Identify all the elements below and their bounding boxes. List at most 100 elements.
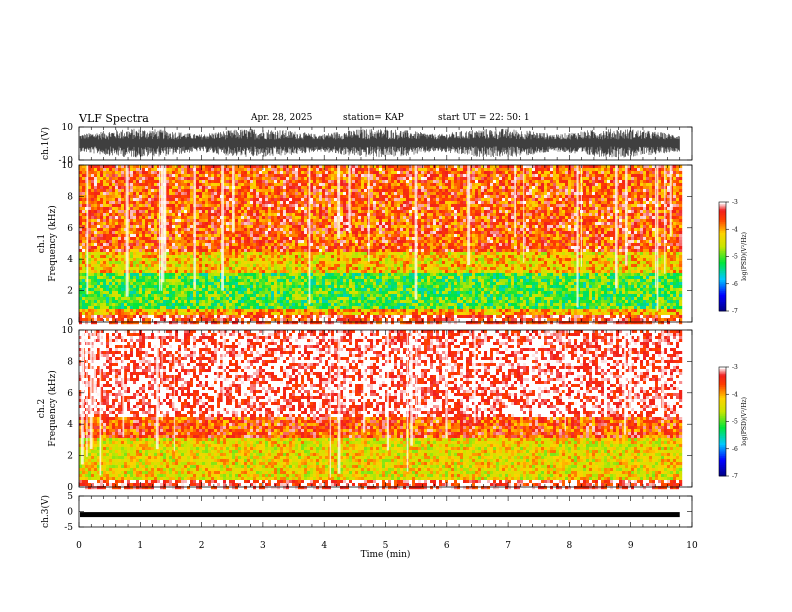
- ch1-spectrogram-cell: [454, 168, 458, 172]
- ch1-spectrogram-cell: [622, 165, 626, 169]
- ch1-spectrogram-cell: [265, 219, 269, 223]
- ch1-spectrogram-cell: [679, 234, 683, 238]
- ch1-spectrogram-cell: [559, 222, 563, 226]
- ch1-spectrogram-cell: [262, 195, 266, 199]
- ch1-spectrogram-cell: [205, 171, 209, 175]
- ch1-spectrogram-cell: [172, 222, 176, 226]
- ch1-spectrogram-cell: [397, 189, 401, 193]
- ch1-spectrogram-cell: [529, 228, 533, 232]
- ch1-spectrogram-cell: [550, 183, 554, 187]
- ch1-spectrogram-cell: [460, 177, 464, 181]
- ch1-spectrogram-cell: [667, 183, 671, 187]
- ch1-spectrogram-cell: [631, 189, 635, 193]
- ch1-spectrogram-cell: [484, 213, 488, 217]
- ch1-spectrogram-cell: [169, 204, 173, 208]
- ch1-spectrogram-cell: [370, 165, 374, 169]
- ch1-spectrogram-cell: [352, 186, 356, 190]
- ch1-spectrogram-cell: [676, 186, 680, 190]
- ch1-spectrogram-cell: [190, 228, 194, 232]
- ch1-spectrogram-cell: [289, 222, 293, 226]
- ch1-spectrogram-cell: [319, 234, 323, 238]
- ch1-spectrogram-cell: [103, 213, 107, 217]
- ch1-spectrogram-cell: [553, 234, 557, 238]
- ch1-spectrogram-cell: [340, 201, 344, 205]
- ch1-spectrogram-cell: [469, 225, 473, 229]
- ch1-spectrogram-cell: [223, 171, 227, 175]
- ch1-spectrogram-cell: [658, 216, 662, 220]
- ch1-spectrogram-cell: [325, 201, 329, 205]
- ch1-spectrogram-cell: [283, 186, 287, 190]
- ch1-spectrogram-cell: [154, 237, 158, 241]
- ch1-spectrogram-cell: [652, 201, 656, 205]
- ch1-spectrogram-cell: [481, 210, 485, 214]
- ch1-spectrogram-cell: [295, 183, 299, 187]
- ch1-spectrogram-cell: [322, 204, 326, 208]
- ch1-spectrogram-cell: [490, 174, 494, 178]
- ch1-spectrogram-cell: [136, 165, 140, 169]
- ch1-spectrogram-cell: [658, 174, 662, 178]
- ch1-spectrogram-cell: [250, 228, 254, 232]
- ch1-spectrogram-cell: [148, 213, 152, 217]
- ch1-spectrogram-cell: [274, 225, 278, 229]
- ch1-spectrogram-cell: [469, 207, 473, 211]
- ch1-spectrogram-cell: [640, 171, 644, 175]
- ch1-spectrogram-cell: [325, 225, 329, 229]
- ch1-spectrogram-cell: [205, 219, 209, 223]
- ch1-spectrogram-cell: [109, 198, 113, 202]
- ch1-spectrogram-cell: [136, 213, 140, 217]
- ch1-spectrogram-cell: [478, 225, 482, 229]
- ch1-spectrogram-cell: [589, 189, 593, 193]
- ch1-spectrogram-cell: [235, 237, 239, 241]
- ch1-spectrogram-cell: [655, 207, 659, 211]
- ch1-spectrogram-cell: [568, 219, 572, 223]
- ch1-spectrogram-cell: [490, 225, 494, 229]
- ch1-spectrogram-cell: [406, 192, 410, 196]
- ch1-spectrogram-cell: [121, 177, 125, 181]
- ch1-spectrogram-cell: [445, 234, 449, 238]
- ch1-spectrogram-cell: [148, 231, 152, 235]
- ch1-spectrogram-cell: [82, 231, 86, 235]
- ch1-spectrogram-cell: [331, 207, 335, 211]
- ch1-spectrogram-cell: [244, 234, 248, 238]
- ch1-spectrogram-cell: [589, 192, 593, 196]
- ch1-spectrogram-cell: [274, 189, 278, 193]
- ch1-spectrogram-cell: [397, 234, 401, 238]
- ch1-spectrogram-cell: [82, 204, 86, 208]
- ch1-spectrogram-cell: [172, 180, 176, 184]
- ch1-spectrogram-cell: [88, 189, 92, 193]
- ch1-spectrogram-cell: [421, 174, 425, 178]
- ch1-spectrogram-cell: [427, 219, 431, 223]
- ch1-spectrogram-cell: [595, 207, 599, 211]
- ch1-spectrogram-cell: [277, 207, 281, 211]
- ch1-spectrogram-cell: [292, 186, 296, 190]
- ch1-spectrogram-cell: [130, 183, 134, 187]
- ch1-spectrogram-cell: [520, 222, 524, 226]
- ch1-spectrogram-cell: [199, 210, 203, 214]
- ch1-spectrogram-cell: [271, 198, 275, 202]
- ch1-spectrogram-cell: [262, 201, 266, 205]
- ch1-spectrogram-cell: [562, 189, 566, 193]
- ch1-spectrogram-cell: [499, 180, 503, 184]
- ch1-spectrogram-cell: [493, 210, 497, 214]
- ch1-spectrogram-cell: [292, 216, 296, 220]
- ch1-spectrogram-cell: [619, 174, 623, 178]
- ch1-spectrogram-cell: [88, 165, 92, 169]
- ch1-spectrogram-cell: [649, 222, 653, 226]
- ch1-spectrogram-cell: [433, 207, 437, 211]
- ch1-spectrogram-cell: [412, 213, 416, 217]
- ch1-spectrogram-cell: [247, 195, 251, 199]
- ch1-spectrogram-cell: [640, 165, 644, 169]
- ch1-spectrogram-cell: [325, 213, 329, 217]
- ch1-spectrogram-cell: [379, 201, 383, 205]
- ch1-spectrogram-cell: [94, 180, 98, 184]
- ch1-spectrogram-cell: [172, 237, 176, 241]
- ch1-spectrogram-cell: [205, 216, 209, 220]
- ch1-spectrogram-cell: [253, 171, 257, 175]
- ch1-spectrogram-cell: [673, 219, 677, 223]
- ch1-spectrogram-cell: [469, 177, 473, 181]
- ch1-spectrogram-cell: [304, 225, 308, 229]
- ch1-spectrogram-cell: [136, 228, 140, 232]
- ch1-spectrogram-cell: [265, 213, 269, 217]
- ch1-spectrogram-cell: [661, 225, 665, 229]
- ch1-spectrogram-cell: [268, 234, 272, 238]
